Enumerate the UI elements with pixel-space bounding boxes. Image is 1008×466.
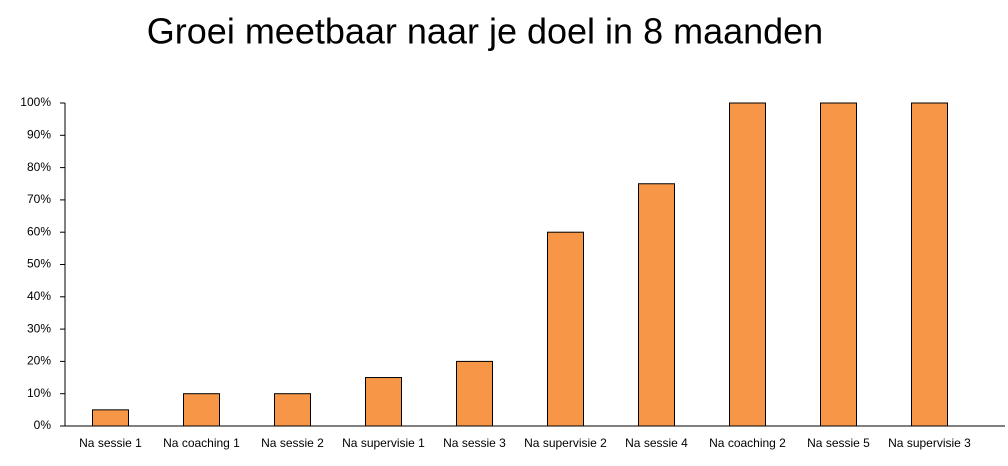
x-tick-label: Na sessie 1 <box>79 436 142 450</box>
x-tick-label: Na supervisie 1 <box>342 436 425 450</box>
y-tick-label: 20% <box>27 354 51 368</box>
x-tick-label: Na sessie 2 <box>261 436 324 450</box>
y-tick-label: 40% <box>27 289 51 303</box>
y-tick-label: 0% <box>34 418 52 432</box>
x-tick-label: Na supervisie 3 <box>888 436 971 450</box>
y-tick-label: 10% <box>27 386 51 400</box>
chart-title: Groei meetbaar naar je doel in 8 maanden <box>147 11 823 52</box>
x-tick-label: Na coaching 1 <box>163 436 240 450</box>
y-tick-label: 90% <box>27 127 51 141</box>
bar <box>911 102 948 427</box>
y-tick-label: 100% <box>20 95 51 109</box>
bar <box>638 183 675 427</box>
x-tick-label: Na sessie 4 <box>625 436 688 450</box>
bar <box>547 231 584 427</box>
y-tick-label: 80% <box>27 160 51 174</box>
bar <box>183 393 220 427</box>
y-tick-label: 50% <box>27 257 51 271</box>
bar <box>365 377 402 427</box>
y-tick-label: 60% <box>27 224 51 238</box>
x-tick-label: Na sessie 3 <box>443 436 506 450</box>
x-tick-label: Na coaching 2 <box>709 436 786 450</box>
y-tick-label: 70% <box>27 192 51 206</box>
x-tick-label: Na sessie 5 <box>807 436 870 450</box>
y-tick-label: 30% <box>27 321 51 335</box>
bar <box>274 393 311 427</box>
bar <box>820 102 857 427</box>
bar <box>729 102 766 427</box>
x-tick-label: Na supervisie 2 <box>524 436 607 450</box>
bar <box>92 409 129 427</box>
bar <box>456 360 493 427</box>
